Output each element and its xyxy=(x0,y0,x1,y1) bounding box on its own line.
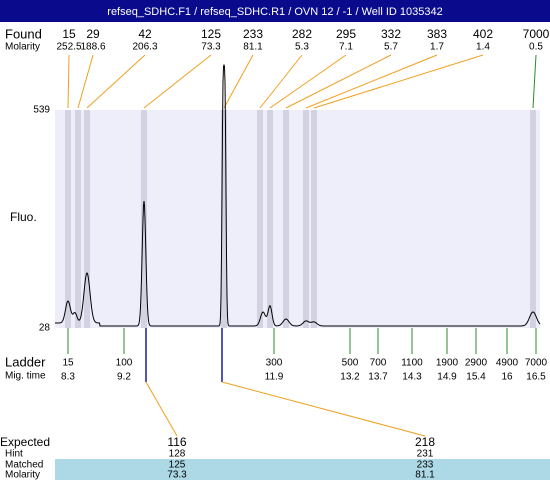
ladder-time: 16 xyxy=(501,372,513,383)
found-connector xyxy=(532,54,537,109)
expected-molarity: 81.1 xyxy=(415,470,435,480)
expected-row-label: Expected xyxy=(0,435,50,449)
found-size: 29 xyxy=(86,27,100,41)
expected-matched: 125 xyxy=(169,460,186,471)
expected-hint: 231 xyxy=(417,449,434,460)
expected-matched: 233 xyxy=(417,460,434,471)
found-size: 332 xyxy=(381,27,401,41)
expected-row-label: Matched xyxy=(5,460,43,471)
ladder-time: 15.4 xyxy=(466,372,486,383)
found-size: 7000 xyxy=(523,27,550,41)
found-molarity: 5.3 xyxy=(295,42,309,53)
plot-area xyxy=(55,110,540,328)
peak-band xyxy=(65,110,71,328)
molarity-label: Molarity xyxy=(5,42,40,53)
found-size: 233 xyxy=(243,27,263,41)
ladder-time: 11.9 xyxy=(265,372,284,383)
migtime-label: Mig. time xyxy=(5,371,46,382)
ladder-size: 1100 xyxy=(401,358,423,369)
peak-band xyxy=(221,110,227,328)
expected-row-label: Molarity xyxy=(5,470,40,480)
found-size: 42 xyxy=(138,27,152,41)
header-bar xyxy=(0,0,550,22)
found-molarity: 1.4 xyxy=(476,42,490,53)
found-molarity: 73.3 xyxy=(201,42,221,53)
ladder-size: 4900 xyxy=(496,358,519,369)
match-connector xyxy=(145,381,178,437)
ladder-size: 15 xyxy=(62,358,74,369)
found-connector xyxy=(67,54,70,109)
ladder-label: Ladder xyxy=(5,354,46,369)
found-connector xyxy=(259,54,303,109)
found-connector xyxy=(77,54,94,109)
peak-band xyxy=(75,110,81,328)
found-connector xyxy=(143,54,212,109)
ladder-time: 13.7 xyxy=(368,372,388,383)
expected-expected: 218 xyxy=(415,435,435,449)
found-label: Found xyxy=(5,26,42,41)
y-min: 28 xyxy=(39,323,51,334)
ladder-size: 500 xyxy=(342,358,359,369)
molarity-row-bg xyxy=(55,470,550,480)
ladder-time: 14.9 xyxy=(437,372,457,383)
peak-band xyxy=(311,110,317,328)
found-molarity: 5.7 xyxy=(384,42,398,53)
trace xyxy=(55,63,541,327)
peak-band xyxy=(267,110,273,328)
peak-band xyxy=(303,110,309,328)
ladder-time: 14.3 xyxy=(402,372,422,383)
peak-band xyxy=(141,110,147,328)
found-connector xyxy=(223,54,254,109)
found-molarity: 206.3 xyxy=(132,42,157,53)
peak-band xyxy=(257,110,263,328)
ladder-size: 7000 xyxy=(525,358,548,369)
found-size: 282 xyxy=(292,27,312,41)
ladder-size: 100 xyxy=(116,358,133,369)
found-molarity: 0.5 xyxy=(529,42,543,53)
ladder-time: 9.2 xyxy=(117,372,131,383)
found-size: 125 xyxy=(201,27,221,41)
ladder-size: 2900 xyxy=(465,358,488,369)
found-connector xyxy=(285,54,392,109)
expected-expected: 116 xyxy=(167,435,186,449)
ladder-time: 16.5 xyxy=(526,372,546,383)
found-connector xyxy=(313,54,484,109)
found-molarity: 1.7 xyxy=(430,42,444,53)
found-connector xyxy=(305,54,438,109)
peak-band xyxy=(530,110,536,328)
ladder-size: 1900 xyxy=(436,358,459,369)
found-molarity: 188.6 xyxy=(80,42,105,53)
found-size: 15 xyxy=(62,27,76,41)
found-molarity: 252.5 xyxy=(56,42,81,53)
expected-row-label: Hint xyxy=(5,449,23,460)
found-size: 402 xyxy=(473,27,493,41)
matched-row-bg xyxy=(55,459,550,470)
expected-molarity: 73.3 xyxy=(167,470,187,480)
ladder-time: 8.3 xyxy=(61,372,75,383)
ladder-size: 700 xyxy=(370,358,387,369)
expected-hint: 128 xyxy=(169,449,186,460)
found-molarity: 7.1 xyxy=(339,42,353,53)
ladder-time: 13.2 xyxy=(340,372,360,383)
found-connector xyxy=(86,54,146,109)
found-size: 383 xyxy=(427,27,447,41)
peak-band xyxy=(283,110,289,328)
peak-band xyxy=(84,110,90,328)
header-title: refseq_SDHC.F1 / refseq_SDHC.R1 / OVN 12… xyxy=(107,6,442,18)
found-molarity: 81.1 xyxy=(243,42,263,53)
match-connector xyxy=(221,381,426,437)
found-size: 295 xyxy=(336,27,356,41)
y-max: 539 xyxy=(33,105,50,116)
found-connector xyxy=(269,54,347,109)
ladder-size: 300 xyxy=(266,358,283,369)
y-label: Fluo. xyxy=(10,210,37,224)
